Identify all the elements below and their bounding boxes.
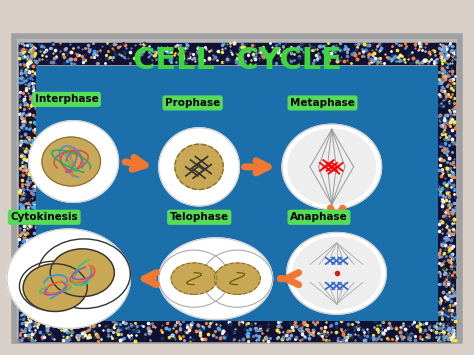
Ellipse shape xyxy=(38,239,130,308)
Bar xyxy=(19,43,36,341)
Ellipse shape xyxy=(23,264,87,311)
Ellipse shape xyxy=(202,250,273,307)
Text: Interphase: Interphase xyxy=(35,94,98,104)
Text: Telophase: Telophase xyxy=(170,212,229,222)
Ellipse shape xyxy=(171,263,217,294)
Bar xyxy=(36,66,438,321)
Text: Prophase: Prophase xyxy=(165,98,220,108)
Ellipse shape xyxy=(42,137,100,186)
Ellipse shape xyxy=(214,263,260,294)
Ellipse shape xyxy=(287,233,386,314)
Ellipse shape xyxy=(50,249,114,296)
FancyBboxPatch shape xyxy=(14,36,460,341)
Ellipse shape xyxy=(282,124,382,209)
Ellipse shape xyxy=(175,144,223,190)
Ellipse shape xyxy=(28,121,118,202)
Text: Anaphase: Anaphase xyxy=(290,212,348,222)
Ellipse shape xyxy=(159,250,229,307)
Bar xyxy=(438,43,455,341)
Ellipse shape xyxy=(7,229,130,328)
Ellipse shape xyxy=(159,238,273,320)
Ellipse shape xyxy=(293,237,380,309)
Bar xyxy=(0,0,474,43)
Text: Metaphase: Metaphase xyxy=(290,98,355,108)
Bar xyxy=(19,321,455,341)
Ellipse shape xyxy=(159,128,239,206)
Bar xyxy=(19,43,455,64)
Text: Cytokinesis: Cytokinesis xyxy=(10,212,78,222)
Text: CELL  CYCLE: CELL CYCLE xyxy=(133,46,341,75)
Ellipse shape xyxy=(288,129,375,204)
Ellipse shape xyxy=(19,261,87,311)
